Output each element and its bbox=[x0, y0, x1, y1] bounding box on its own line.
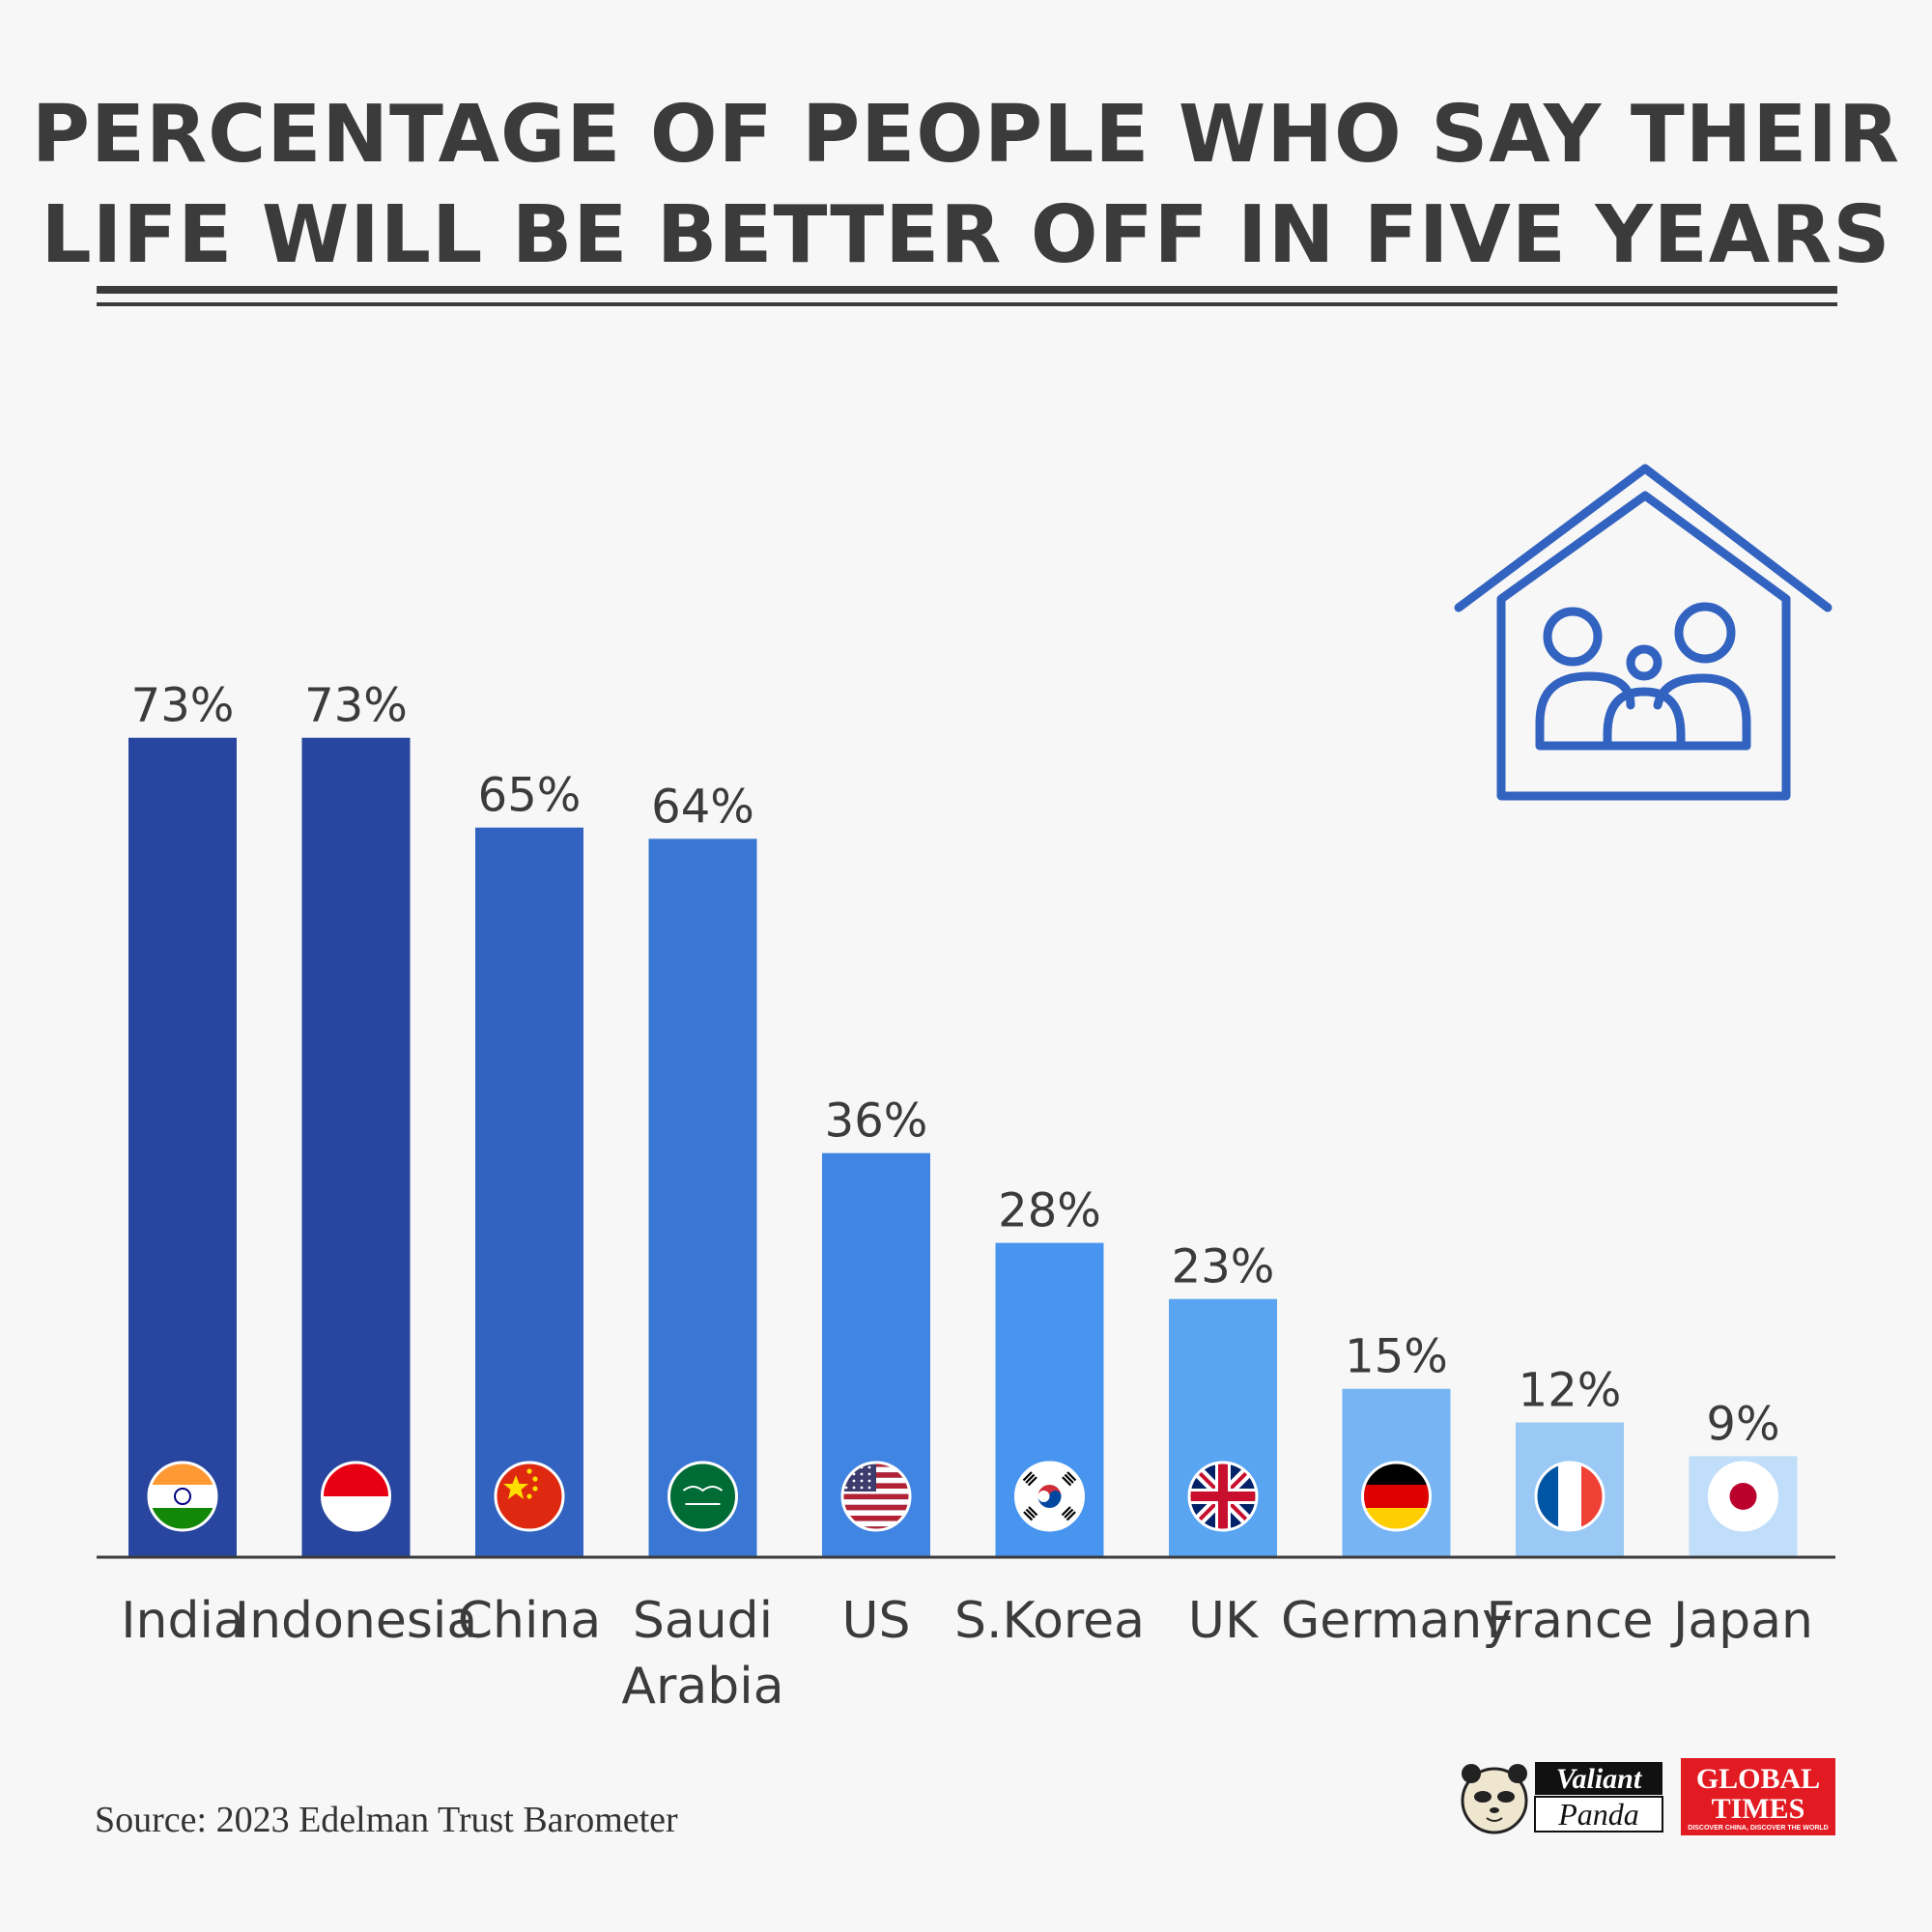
value-label: 28% bbox=[998, 1184, 1101, 1238]
value-label: 64% bbox=[651, 780, 754, 834]
value-label: 65% bbox=[478, 769, 582, 823]
value-label: 73% bbox=[304, 679, 408, 733]
category-label: India bbox=[121, 1592, 244, 1650]
us-flag-icon bbox=[840, 1461, 912, 1532]
france-flag-icon bbox=[1534, 1461, 1605, 1532]
india-flag-icon bbox=[147, 1461, 218, 1532]
category-label: Germany bbox=[1281, 1592, 1512, 1650]
global-times-logo-word-2: TIMES bbox=[1711, 1793, 1805, 1825]
panda-mascot-icon bbox=[1461, 1764, 1528, 1834]
valiant-panda-logo: Valiant Panda bbox=[1454, 1756, 1668, 1835]
category-label: Arabia bbox=[621, 1658, 783, 1716]
title-line-2: LIFE WILL BE BETTER OFF IN FIVE YEARS bbox=[41, 189, 1891, 281]
bar-india bbox=[128, 737, 237, 1557]
value-label: 36% bbox=[825, 1094, 928, 1149]
china-flag-icon bbox=[494, 1461, 565, 1532]
valiant-panda-logo-word-2: Panda bbox=[1557, 1797, 1639, 1832]
south-korea-flag-icon bbox=[1014, 1461, 1085, 1532]
category-label: Indonesia bbox=[235, 1592, 477, 1650]
japan-flag-icon bbox=[1708, 1461, 1778, 1532]
saudi-arabia-flag-icon bbox=[668, 1461, 738, 1532]
title-line-1: PERCENTAGE OF PEOPLE WHO SAY THEIR bbox=[31, 89, 1901, 181]
category-label: US bbox=[841, 1592, 910, 1650]
category-label: China bbox=[458, 1592, 602, 1650]
germany-flag-icon bbox=[1361, 1461, 1432, 1532]
source-note: Source: 2023 Edelman Trust Barometer bbox=[95, 1800, 678, 1840]
title-divider-thin bbox=[97, 302, 1837, 306]
house-family-icon bbox=[1454, 464, 1833, 801]
indonesia-flag-icon bbox=[321, 1461, 391, 1532]
category-label: UK bbox=[1188, 1592, 1260, 1650]
global-times-logo-word-1: GLOBAL bbox=[1695, 1763, 1821, 1795]
category-label: Saudi bbox=[633, 1592, 773, 1650]
valiant-panda-logo-word-1: Valiant bbox=[1556, 1763, 1643, 1795]
value-label: 9% bbox=[1706, 1397, 1779, 1451]
uk-flag-icon bbox=[1187, 1461, 1259, 1532]
bar-china bbox=[475, 827, 583, 1557]
category-label: France bbox=[1487, 1592, 1654, 1650]
title-divider-thick bbox=[97, 286, 1837, 294]
value-label: 73% bbox=[131, 679, 235, 733]
global-times-tagline: DISCOVER CHINA, DISCOVER THE WORLD bbox=[1688, 1825, 1829, 1832]
category-label: S.Korea bbox=[954, 1592, 1145, 1650]
bar-indonesia bbox=[301, 737, 411, 1557]
bar-saudi-arabia bbox=[648, 838, 757, 1557]
value-label: 23% bbox=[1172, 1240, 1275, 1294]
global-times-logo: GLOBAL TIMES DISCOVER CHINA, DISCOVER TH… bbox=[1681, 1758, 1835, 1835]
value-label: 15% bbox=[1345, 1330, 1448, 1384]
category-label: Japan bbox=[1670, 1592, 1813, 1650]
chart-title: PERCENTAGE OF PEOPLE WHO SAY THEIR LIFE … bbox=[0, 85, 1932, 286]
value-label: 12% bbox=[1519, 1364, 1622, 1418]
